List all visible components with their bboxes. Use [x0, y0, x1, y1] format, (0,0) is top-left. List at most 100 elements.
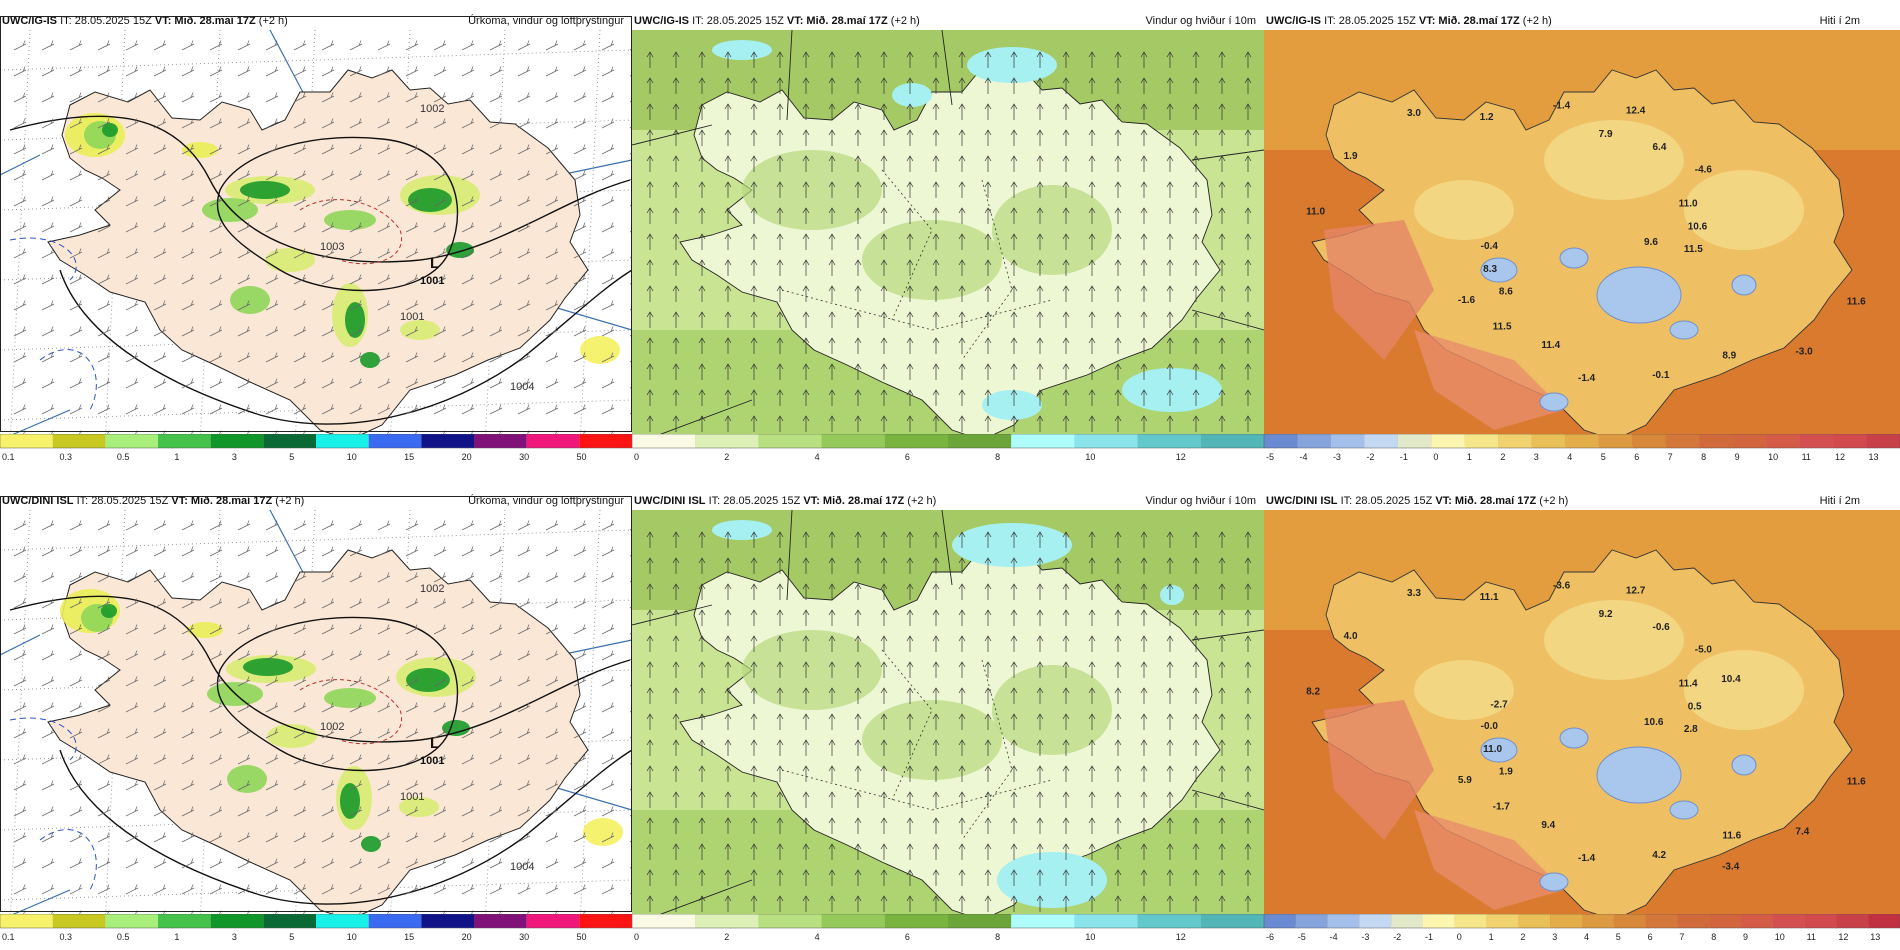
- wind-barb: [433, 222, 447, 233]
- wind-barb: [237, 650, 251, 661]
- wind-barb: [601, 598, 615, 609]
- wind-arrow: [750, 609, 758, 626]
- wind-barb: [293, 702, 307, 713]
- wind-barb: [209, 404, 223, 415]
- wind-arrow: [646, 233, 654, 250]
- wind-arrow: [802, 687, 810, 704]
- wind-arrow: [880, 609, 888, 626]
- wind-arrow: [802, 363, 810, 380]
- wind-arrow: [672, 285, 680, 302]
- wind-barb: [265, 170, 279, 181]
- wind-barb: [265, 520, 279, 531]
- wind-arrow: [698, 389, 706, 406]
- wind-arrow: [1088, 207, 1096, 224]
- gust-area: [952, 523, 1072, 567]
- wind-arrow: [750, 207, 758, 224]
- colorbar-svg: 0.1 0.3 0.5 1 3 5 10 15 20 30 50: [0, 914, 632, 942]
- wind-arrow: [776, 259, 784, 276]
- wind-arrow: [880, 51, 888, 68]
- icecap-cold-area: [1559, 247, 1589, 269]
- wind-arrow: [828, 337, 836, 354]
- wind-arrow: [1244, 415, 1252, 432]
- wind-arrow: [932, 285, 940, 302]
- wind-barb: [209, 326, 223, 337]
- wind-arrow: [1244, 635, 1252, 652]
- mild-area: [1544, 600, 1684, 680]
- wind-arrow: [1010, 155, 1018, 172]
- wind-barb: [321, 66, 335, 77]
- wind-barb: [601, 832, 615, 843]
- wind-arrow: [1010, 363, 1018, 380]
- wind-barb: [13, 118, 27, 129]
- wind-arrow: [672, 765, 680, 782]
- wind-barb: [209, 66, 223, 77]
- wind-arrow: [1244, 557, 1252, 574]
- wind-arrow: [880, 765, 888, 782]
- wind-arrow: [1088, 765, 1096, 782]
- region-line: [559, 159, 632, 176]
- wind-barb: [349, 248, 363, 259]
- wind-arrow: [1192, 895, 1200, 912]
- wind-arrow: [854, 713, 862, 730]
- wind-barb: [69, 546, 83, 557]
- wind-barb: [377, 144, 391, 155]
- wind-arrow: [854, 181, 862, 198]
- wind-barb: [153, 300, 167, 311]
- wind-barb: [321, 832, 335, 843]
- colorbar-tick-label: 20: [462, 932, 472, 942]
- warm-area: [1414, 330, 1564, 430]
- colorbar-swatch: [1772, 914, 1805, 928]
- wind-barb: [601, 196, 615, 207]
- wind-arrow: [854, 311, 862, 328]
- product-name: Hiti í 2m: [1819, 15, 1860, 27]
- colorbar-svg: 0.1 0.3 0.5 1 3 5 10 15 20 30 50: [0, 434, 632, 462]
- gust-area: [967, 47, 1057, 83]
- wind-barb: [293, 572, 307, 583]
- colorbar-tick-label: 8: [995, 452, 1000, 462]
- wind-barb: [13, 650, 27, 661]
- wind-arrow: [672, 181, 680, 198]
- wind-arrow: [984, 609, 992, 626]
- wind-arrow: [932, 181, 940, 198]
- colorbar-swatch: [421, 914, 474, 928]
- wind-barb: [545, 326, 559, 337]
- wind-arrow: [802, 311, 810, 328]
- wind-barb: [13, 170, 27, 181]
- wind-arrow: [906, 311, 914, 328]
- wind-arrow: [958, 609, 966, 626]
- wind-barb: [69, 702, 83, 713]
- wind-arrow: [1166, 583, 1174, 600]
- wind-barb: [433, 378, 447, 389]
- colorbar-tick-label: 50: [577, 932, 587, 942]
- region-line: [786, 510, 793, 601]
- wind-arrow: [698, 557, 706, 574]
- wind-arrow: [1036, 415, 1044, 432]
- wind-arrow: [1010, 687, 1018, 704]
- wind-arrow: [698, 843, 706, 860]
- wind-barb: [153, 858, 167, 869]
- wind-arrow: [1088, 713, 1096, 730]
- colorbar-tick-label: 4: [1567, 452, 1572, 462]
- wind-barb: [321, 728, 335, 739]
- wind-barb: [321, 858, 335, 869]
- wind-arrow: [932, 77, 940, 94]
- wind-barb: [181, 858, 195, 869]
- wind-barb: [349, 40, 363, 51]
- colorbar-tick-label: -6: [1266, 932, 1274, 942]
- wind-arrow: [906, 843, 914, 860]
- wind-arrow: [932, 713, 940, 730]
- wind-arrow: [1088, 155, 1096, 172]
- wind-barb: [69, 754, 83, 765]
- wind-arrow: [932, 609, 940, 626]
- wind-arrow: [724, 713, 732, 730]
- wind-arrow: [672, 687, 680, 704]
- colorbar-outline: [0, 914, 632, 929]
- wind-barb: [153, 274, 167, 285]
- wind-arrow: [672, 635, 680, 652]
- wind-barb: [601, 572, 615, 583]
- region-line: [1191, 149, 1264, 161]
- colorbar-swatch: [758, 914, 822, 928]
- wind-barb: [181, 884, 195, 895]
- wind-arrow: [1140, 557, 1148, 574]
- wind-barb: [573, 66, 587, 77]
